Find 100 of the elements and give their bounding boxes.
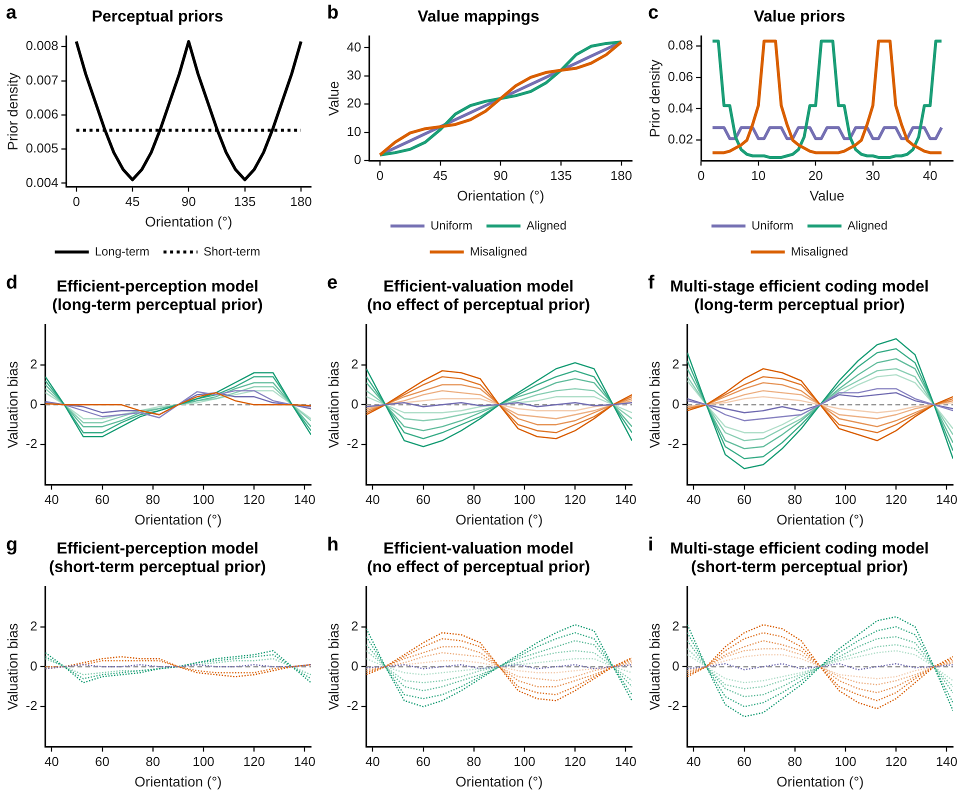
y-tick-label: 2 (351, 618, 358, 634)
y-tick-label: 2 (351, 356, 358, 372)
x-tick-label: 120 (885, 754, 907, 769)
legend-label: Misaligned (790, 244, 848, 258)
text: g (6, 534, 18, 556)
x-tick-label: 180 (610, 168, 632, 183)
y-tick-label: 2 (672, 618, 680, 634)
y-axis-title: Valuation bias (325, 623, 342, 710)
x-tick-label: 80 (466, 754, 482, 769)
y-axis-title: Valuation bias (646, 361, 662, 448)
x-tick-label: 90 (493, 168, 508, 183)
x-tick-label: 100 (514, 754, 536, 769)
x-tick-label: 140 (294, 492, 316, 507)
x-tick-label: 100 (192, 754, 214, 769)
x-tick-label: 0 (72, 194, 80, 209)
y-tick-label: 20 (346, 96, 362, 111)
x-tick-label: 135 (550, 168, 572, 183)
x-tick-label: 180 (290, 194, 312, 209)
x-tick-label: 60 (416, 492, 431, 507)
y-tick-label: 0.06 (668, 68, 694, 84)
text: f (648, 272, 655, 294)
chart-title: Perceptual priors (92, 8, 224, 26)
x-tick-label: 45 (433, 168, 448, 183)
y-tick-label: 0.007 (26, 72, 58, 88)
y-tick-label: 0.005 (26, 140, 58, 156)
text: e (327, 272, 338, 294)
y-tick-label: -2 (26, 436, 38, 452)
line-series (366, 624, 632, 708)
y-axis-title: Prior density (4, 72, 20, 150)
x-axis-title: Orientation (°) (134, 511, 222, 528)
y-tick-label: 2 (672, 356, 680, 372)
x-tick-label: 100 (834, 492, 856, 507)
x-tick-label: 60 (737, 492, 752, 507)
x-tick-label: 100 (834, 754, 856, 769)
y-tick-label: 30 (346, 67, 362, 82)
y-axis-title: Prior density (646, 60, 662, 138)
chart-title: Efficient-valuation model (no effect of perceptual prior) (366, 540, 590, 576)
y-tick-label: 0 (30, 396, 38, 412)
x-axis-title: Orientation (°) (456, 511, 543, 528)
x-tick-label: 80 (788, 754, 802, 769)
chart-title: Efficient-valuation model (no effect of perceptual prior) (366, 278, 590, 314)
text: d (6, 272, 18, 294)
text: b (327, 2, 339, 24)
x-tick-label: 0 (376, 168, 384, 183)
x-tick-label: 40 (365, 754, 380, 769)
x-tick-label: 10 (751, 168, 766, 183)
y-tick-label: 0.08 (668, 37, 694, 52)
y-tick-label: 0 (672, 658, 680, 674)
x-tick-label: 140 (614, 754, 637, 769)
x-tick-label: 100 (514, 492, 536, 507)
y-tick-label: -2 (668, 698, 680, 714)
x-axis-title: Orientation (°) (456, 773, 543, 790)
x-tick-label: 140 (936, 492, 958, 507)
x-tick-label: 120 (885, 492, 907, 507)
chart-title: Multi-stage efficient coding model (long-term perceptual prior) (670, 278, 929, 314)
chart-title: Value mappings (418, 8, 540, 26)
legend-label: Aligned (847, 218, 888, 232)
x-tick-label: 0 (697, 168, 705, 183)
chart-title: Multi-stage efficient coding model (short-term perceptual prior) (670, 540, 929, 576)
y-axis-title: Valuation bias (325, 361, 342, 448)
x-tick-label: 20 (808, 168, 823, 183)
y-tick-label: 0 (351, 658, 358, 674)
y-tick-label: 0.006 (26, 106, 58, 122)
y-tick-label: 2 (30, 356, 38, 372)
text: c (648, 2, 659, 24)
y-tick-label: -2 (346, 698, 358, 714)
x-axis-title: Orientation (°) (776, 511, 864, 528)
x-tick-label: 100 (192, 492, 214, 507)
x-tick-label: 60 (737, 754, 752, 769)
y-tick-label: 0.004 (26, 174, 58, 190)
x-tick-label: 120 (243, 754, 265, 769)
text: a (6, 2, 17, 24)
x-tick-label: 40 (922, 168, 938, 183)
x-tick-label: 90 (181, 194, 196, 209)
chart-title: Efficient-perception model (short-term perceptual prior) (49, 540, 266, 576)
x-tick-label: 30 (866, 168, 880, 183)
x-tick-label: 60 (416, 754, 431, 769)
x-tick-label: 140 (614, 492, 637, 507)
x-axis-title: Value (810, 187, 845, 204)
x-tick-label: 40 (365, 492, 380, 507)
x-tick-label: 120 (243, 492, 265, 507)
y-tick-label: -2 (26, 698, 38, 714)
x-tick-label: 80 (146, 492, 160, 507)
y-tick-label: 0 (30, 658, 38, 674)
legend-label: Short-term (204, 244, 260, 258)
x-tick-label: 120 (564, 754, 586, 769)
chart-title: Value priors (754, 8, 846, 26)
chart-title: Efficient-perception model (long-term perceptual prior) (52, 278, 263, 314)
line-series (687, 616, 953, 718)
y-tick-label: -2 (668, 436, 680, 452)
y-tick-label: 40 (346, 39, 362, 54)
y-tick-label: 2 (30, 618, 38, 634)
x-tick-label: 140 (294, 754, 316, 769)
legend-label: Aligned (526, 218, 567, 232)
y-axis-title: Valuation bias (4, 361, 20, 448)
x-tick-label: 60 (95, 754, 110, 769)
x-tick-label: 80 (466, 492, 482, 507)
y-tick-label: 0 (351, 396, 358, 412)
legend-label: Uniform (430, 218, 472, 232)
x-axis-title: Orientation (°) (134, 773, 222, 790)
